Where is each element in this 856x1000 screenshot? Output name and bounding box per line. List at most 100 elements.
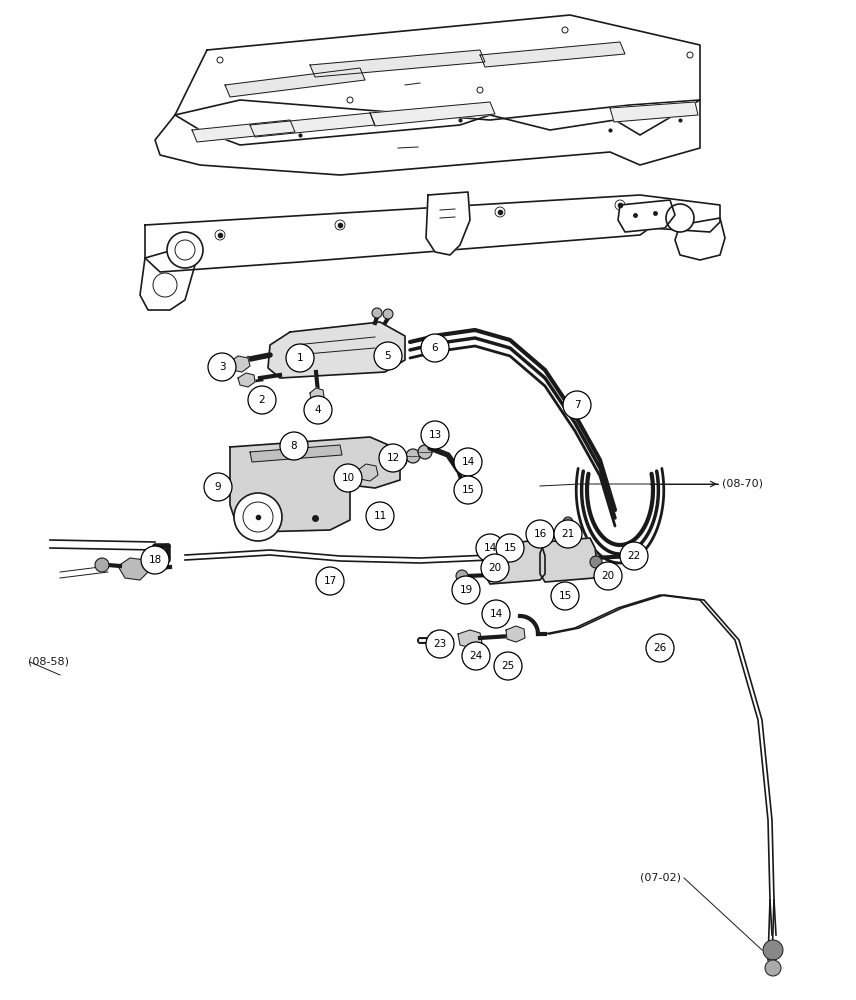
- Text: 9: 9: [215, 482, 222, 492]
- Polygon shape: [506, 626, 525, 642]
- Circle shape: [526, 520, 554, 548]
- Circle shape: [646, 634, 674, 662]
- Circle shape: [234, 493, 282, 541]
- Circle shape: [334, 464, 362, 492]
- Circle shape: [153, 273, 177, 297]
- Text: (08-58): (08-58): [28, 657, 69, 667]
- Circle shape: [418, 445, 432, 459]
- Polygon shape: [155, 100, 700, 175]
- Circle shape: [383, 309, 393, 319]
- Text: 20: 20: [489, 563, 502, 573]
- Text: 16: 16: [533, 529, 547, 539]
- Text: 15: 15: [503, 543, 517, 553]
- Circle shape: [494, 652, 522, 680]
- Circle shape: [496, 534, 524, 562]
- Polygon shape: [175, 15, 700, 145]
- Polygon shape: [310, 388, 324, 402]
- Circle shape: [481, 554, 509, 582]
- Circle shape: [347, 97, 353, 103]
- Circle shape: [366, 502, 394, 530]
- Text: 15: 15: [558, 591, 572, 601]
- Polygon shape: [480, 42, 625, 67]
- Circle shape: [141, 546, 169, 574]
- Text: 14: 14: [484, 543, 496, 553]
- Polygon shape: [230, 356, 250, 372]
- Polygon shape: [230, 437, 400, 532]
- Text: 7: 7: [574, 400, 580, 410]
- Polygon shape: [250, 445, 342, 462]
- Circle shape: [316, 567, 344, 595]
- Circle shape: [421, 334, 449, 362]
- Text: 10: 10: [342, 473, 354, 483]
- Circle shape: [426, 630, 454, 658]
- Circle shape: [462, 642, 490, 670]
- Circle shape: [452, 576, 480, 604]
- Circle shape: [304, 396, 332, 424]
- Polygon shape: [618, 200, 675, 232]
- Circle shape: [477, 87, 483, 93]
- Text: 4: 4: [315, 405, 321, 415]
- Text: 1: 1: [297, 353, 303, 363]
- Circle shape: [620, 542, 648, 570]
- Polygon shape: [145, 195, 720, 272]
- Text: 24: 24: [469, 651, 483, 661]
- Text: 20: 20: [602, 571, 615, 581]
- Circle shape: [535, 521, 545, 531]
- Text: 2: 2: [259, 395, 265, 405]
- Text: 11: 11: [373, 511, 387, 521]
- Text: 21: 21: [562, 529, 574, 539]
- Text: 15: 15: [461, 485, 474, 495]
- Polygon shape: [250, 113, 375, 137]
- Circle shape: [562, 27, 568, 33]
- Circle shape: [563, 391, 591, 419]
- Circle shape: [248, 386, 276, 414]
- Circle shape: [460, 459, 472, 471]
- Text: 22: 22: [627, 551, 640, 561]
- Circle shape: [495, 207, 505, 217]
- Circle shape: [594, 562, 622, 590]
- Polygon shape: [238, 373, 255, 387]
- Circle shape: [393, 453, 407, 467]
- Text: 8: 8: [291, 441, 297, 451]
- Circle shape: [286, 344, 314, 372]
- Circle shape: [763, 940, 783, 960]
- Circle shape: [372, 308, 382, 318]
- Polygon shape: [426, 192, 470, 255]
- Circle shape: [167, 232, 203, 268]
- Circle shape: [560, 593, 570, 603]
- Text: 26: 26: [653, 643, 667, 653]
- Polygon shape: [192, 120, 295, 142]
- Circle shape: [482, 600, 510, 628]
- Circle shape: [666, 204, 694, 232]
- Text: 25: 25: [502, 661, 514, 671]
- Circle shape: [243, 502, 273, 532]
- Polygon shape: [540, 538, 598, 582]
- Text: 6: 6: [431, 343, 438, 353]
- Circle shape: [374, 342, 402, 370]
- Circle shape: [280, 432, 308, 460]
- Circle shape: [462, 486, 474, 498]
- Circle shape: [456, 570, 468, 582]
- Circle shape: [630, 550, 642, 562]
- Polygon shape: [268, 322, 405, 378]
- Circle shape: [217, 57, 223, 63]
- Circle shape: [590, 556, 602, 568]
- Circle shape: [204, 473, 232, 501]
- Circle shape: [478, 543, 490, 555]
- Text: 18: 18: [148, 555, 162, 565]
- Polygon shape: [140, 248, 195, 310]
- Text: 17: 17: [324, 576, 336, 586]
- Text: (08-70): (08-70): [722, 479, 763, 489]
- Circle shape: [615, 200, 625, 210]
- Polygon shape: [675, 218, 725, 260]
- Circle shape: [554, 520, 582, 548]
- Circle shape: [765, 960, 781, 976]
- Circle shape: [454, 448, 482, 476]
- Polygon shape: [370, 102, 495, 126]
- Circle shape: [490, 610, 502, 622]
- Circle shape: [335, 220, 345, 230]
- Circle shape: [563, 517, 573, 527]
- Text: 14: 14: [490, 609, 502, 619]
- Polygon shape: [225, 68, 365, 97]
- Polygon shape: [610, 102, 698, 122]
